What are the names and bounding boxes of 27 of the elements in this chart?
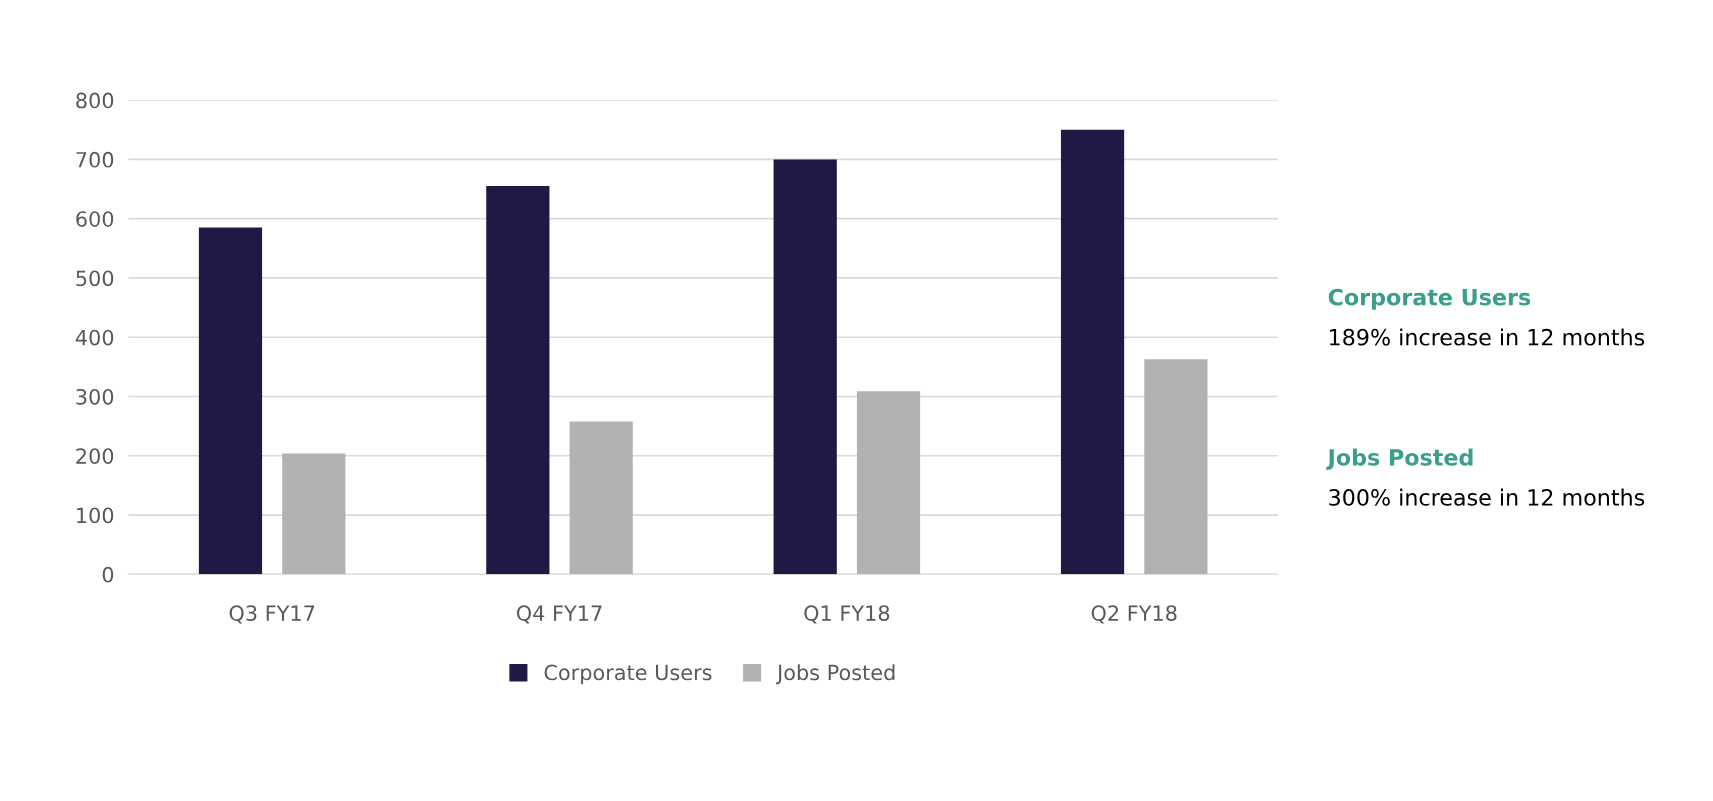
y-tick-label: 100 — [77, 507, 114, 524]
legend-label: Jobs Posted — [776, 664, 895, 685]
bar — [1060, 129, 1125, 575]
text: 300% increase in 12 months — [1329, 488, 1645, 506]
x-tick-label: Q3 FY17 — [229, 605, 315, 624]
bar — [773, 159, 837, 575]
text: Corporate Users — [1328, 288, 1531, 310]
y-tick-label: 700 — [76, 151, 114, 168]
y-tick-label: 0 — [102, 566, 114, 583]
x-tick-label: Q1 FY18 — [804, 605, 890, 624]
bar — [282, 453, 346, 575]
y-tick-label: 400 — [75, 329, 114, 346]
text: 189% increase in 12 months — [1330, 328, 1645, 346]
bar — [1144, 359, 1208, 575]
bar — [569, 421, 633, 575]
y-tick-label: 500 — [76, 270, 114, 287]
x-tick-label: Q4 FY17 — [516, 605, 602, 624]
y-tick-label: 600 — [76, 211, 114, 227]
y-tick-label: 300 — [76, 388, 114, 405]
y-tick-label: 200 — [76, 448, 114, 464]
bar — [856, 391, 921, 575]
bar — [198, 227, 263, 575]
y-tick-label: 800 — [76, 92, 114, 109]
text: Jobs Posted — [1326, 448, 1473, 470]
legend-label: Corporate Users — [544, 664, 712, 685]
x-tick-label: Q2 FY18 — [1091, 605, 1177, 624]
bar — [486, 186, 550, 575]
